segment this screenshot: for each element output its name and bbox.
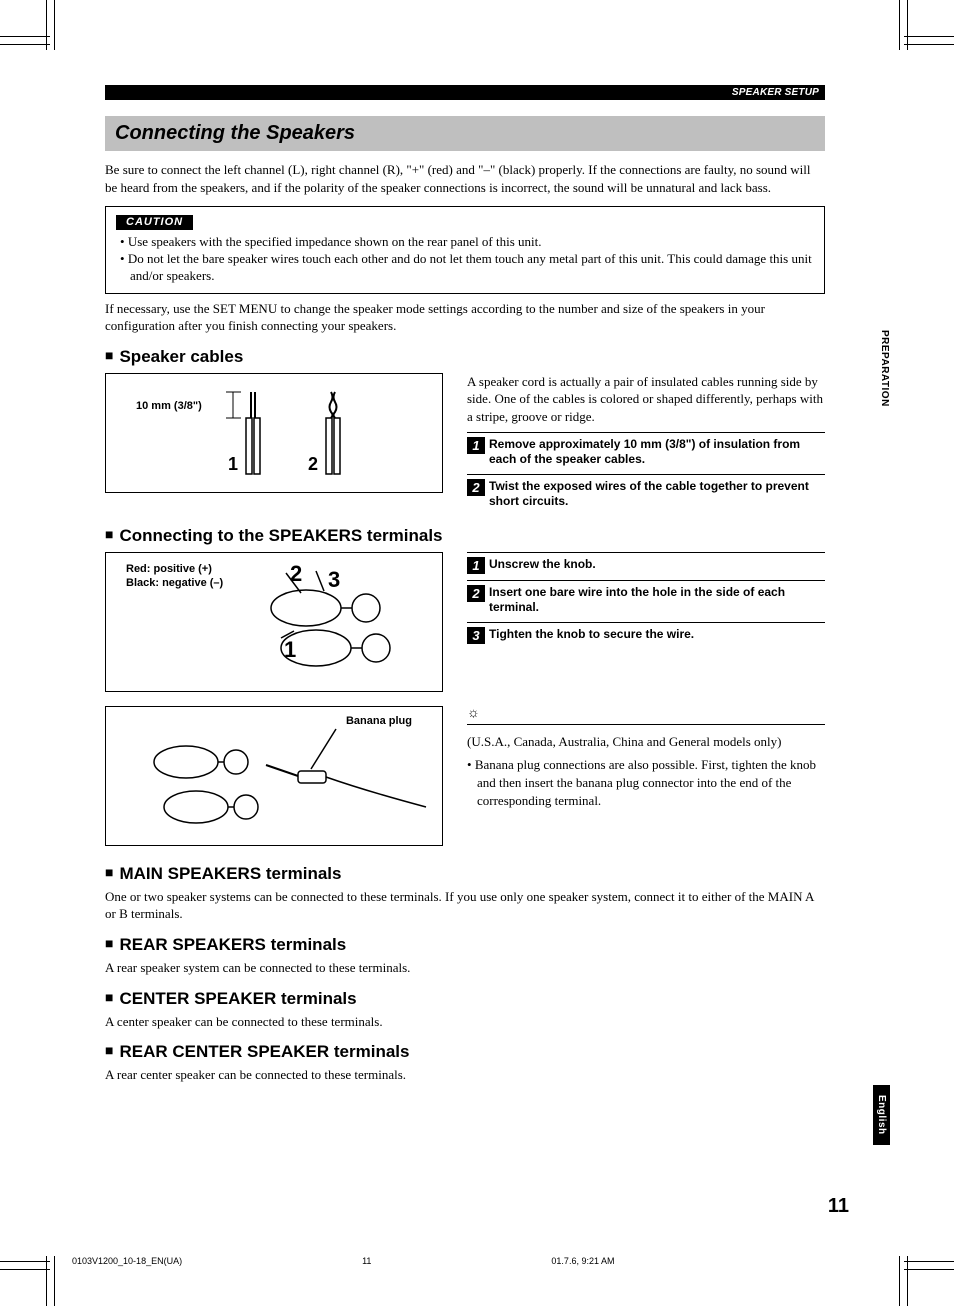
intro-text: Be sure to connect the left channel (L),… [105, 161, 825, 196]
step-number-icon: 3 [467, 627, 485, 644]
crop-mark [904, 36, 954, 37]
crop-mark [46, 0, 47, 50]
crop-mark [0, 44, 50, 45]
crop-mark [899, 0, 900, 50]
step-row: 1 Unscrew the knob. [467, 552, 825, 574]
step-number-icon: 1 [467, 437, 485, 454]
cable-diagram-svg [106, 374, 442, 494]
step-text: Twist the exposed wires of the cable tog… [489, 479, 825, 510]
footer-timestamp: 01.7.6, 9:21 AM [551, 1256, 614, 1266]
step-number-icon: 2 [467, 479, 485, 496]
crop-mark [46, 1256, 47, 1306]
square-bullet-icon: ■ [105, 347, 113, 363]
square-bullet-icon: ■ [105, 935, 113, 951]
measure-label: 10 mm (3/8") [136, 400, 202, 412]
banana-region-note: (U.S.A., Canada, Australia, China and Ge… [467, 733, 825, 751]
crop-mark [904, 44, 954, 45]
rear-center-speaker-body: A rear center speaker can be connected t… [105, 1066, 825, 1084]
crop-mark [54, 0, 55, 50]
footer-doc-id: 0103V1200_10-18_EN(UA) [72, 1256, 182, 1266]
crop-mark [899, 1256, 900, 1306]
step-text: Remove approximately 10 mm (3/8") of ins… [489, 437, 825, 468]
step-text: Tighten the knob to secure the wire. [489, 627, 694, 643]
step-text: Unscrew the knob. [489, 557, 596, 573]
center-speaker-body: A center speaker can be connected to the… [105, 1013, 825, 1031]
square-bullet-icon: ■ [105, 864, 113, 880]
subhead-speaker-cables: ■ Speaker cables [105, 347, 825, 367]
banana-note-item: Banana plug connections are also possibl… [477, 756, 825, 809]
square-bullet-icon: ■ [105, 1042, 113, 1058]
subhead-label: CENTER SPEAKER terminals [119, 989, 356, 1008]
diagram-terminals: Red: positive (+) Black: negative (–) 2 … [105, 552, 443, 692]
caution-box: CAUTION Use speakers with the specified … [105, 206, 825, 294]
crop-mark [904, 1261, 954, 1262]
diagram-num-2: 2 [308, 454, 318, 475]
crop-mark [0, 1269, 50, 1270]
rear-speakers-body: A rear speaker system can be connected t… [105, 959, 825, 977]
step-row: 2 Twist the exposed wires of the cable t… [467, 474, 825, 510]
subhead-main-speakers: ■ MAIN SPEAKERS terminals [105, 864, 825, 884]
subhead-rear-speakers: ■ REAR SPEAKERS terminals [105, 935, 825, 955]
main-speakers-body: One or two speaker systems can be connec… [105, 888, 825, 923]
subhead-label: Connecting to the SPEAKERS terminals [119, 526, 442, 545]
step-row: 1 Remove approximately 10 mm (3/8") of i… [467, 432, 825, 468]
after-caution-text: If necessary, use the SET MENU to change… [105, 300, 825, 335]
subhead-label: REAR SPEAKERS terminals [119, 935, 346, 954]
subhead-label: Speaker cables [119, 347, 243, 366]
crop-mark [907, 1256, 908, 1306]
header-bar: SPEAKER SETUP [105, 85, 825, 100]
step-number-icon: 1 [467, 557, 485, 574]
caution-item: Do not let the bare speaker wires touch … [120, 251, 814, 285]
subhead-rear-center-speaker: ■ REAR CENTER SPEAKER terminals [105, 1042, 825, 1062]
step-number-icon: 2 [467, 585, 485, 602]
diagram-num-3: 3 [328, 567, 340, 593]
caution-item: Use speakers with the specified impedanc… [120, 234, 814, 251]
side-tab-preparation: PREPARATION [879, 330, 890, 407]
subhead-center-speaker: ■ CENTER SPEAKER terminals [105, 989, 825, 1009]
step-text: Insert one bare wire into the hole in th… [489, 585, 825, 616]
diagram-num-1: 1 [228, 454, 238, 475]
black-negative-label: Black: negative (–) [126, 577, 223, 589]
subhead-label: REAR CENTER SPEAKER terminals [119, 1042, 409, 1061]
red-positive-label: Red: positive (+) [126, 563, 212, 575]
step-row: 3 Tighten the knob to secure the wire. [467, 622, 825, 644]
hint-icon: ☼ [467, 706, 825, 722]
banana-plug-label: Banana plug [346, 715, 412, 727]
crop-mark [907, 0, 908, 50]
square-bullet-icon: ■ [105, 526, 113, 542]
diagram-speaker-cables: 10 mm (3/8") 1 2 [105, 373, 443, 493]
crop-mark [0, 1261, 50, 1262]
diagram-num-2: 2 [290, 561, 302, 587]
page-content: SPEAKER SETUP Connecting the Speakers Be… [105, 85, 825, 1084]
cables-desc: A speaker cord is actually a pair of ins… [467, 373, 825, 426]
caution-label: CAUTION [116, 215, 193, 230]
crop-mark [904, 1269, 954, 1270]
side-tab-english: English [873, 1085, 890, 1145]
crop-mark [0, 36, 50, 37]
banana-diagram-svg [106, 707, 442, 847]
diagram-banana-plug: Banana plug [105, 706, 443, 846]
diagram-num-1: 1 [284, 637, 296, 663]
crop-mark [54, 1256, 55, 1306]
page-title: Connecting the Speakers [105, 116, 825, 151]
footer-page: 11 [362, 1256, 371, 1266]
square-bullet-icon: ■ [105, 989, 113, 1005]
subhead-connecting-terminals: ■ Connecting to the SPEAKERS terminals [105, 526, 825, 546]
step-row: 2 Insert one bare wire into the hole in … [467, 580, 825, 616]
subhead-label: MAIN SPEAKERS terminals [119, 864, 341, 883]
footer: 0103V1200_10-18_EN(UA) 11 01.7.6, 9:21 A… [72, 1256, 882, 1266]
page-number: 11 [828, 1195, 849, 1218]
